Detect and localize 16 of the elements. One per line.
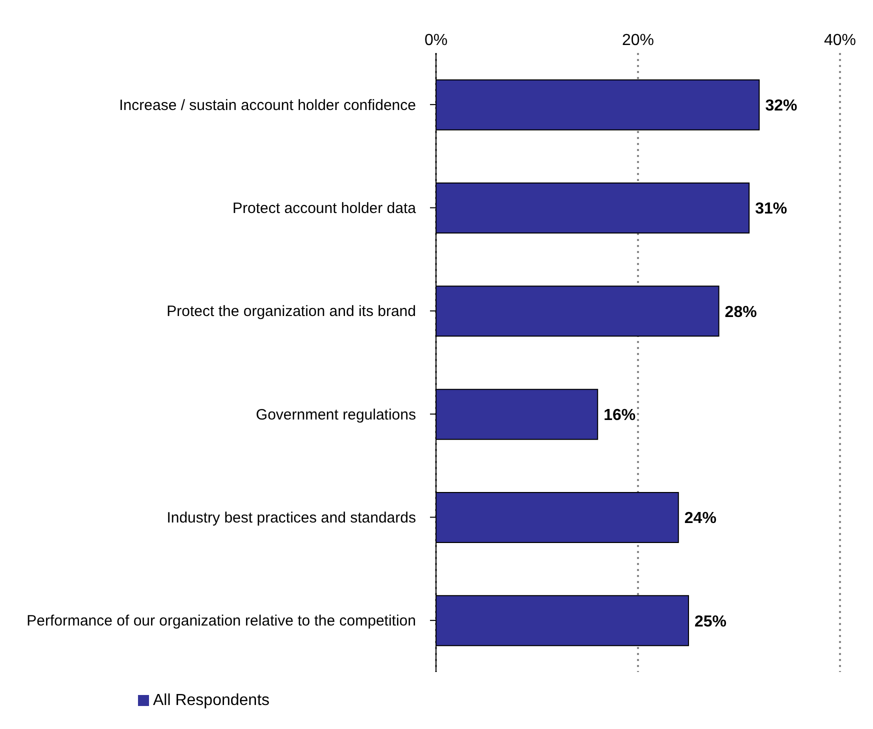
y-tick-label: Government regulations bbox=[256, 406, 416, 424]
data-label: 32% bbox=[765, 97, 798, 114]
data-label: 24% bbox=[684, 510, 716, 528]
y-tick-label: Increase / sustain account holder confidence bbox=[119, 96, 416, 114]
y-tick-label: Industry best practices and standards bbox=[166, 510, 416, 526]
data-label: 25% bbox=[694, 613, 727, 630]
data-label: 28% bbox=[724, 304, 757, 321]
legend-label: All Respondents bbox=[153, 692, 270, 709]
y-tick-label: Protect account holder data bbox=[232, 200, 417, 217]
data-label: 16% bbox=[604, 406, 636, 424]
data-label: 31% bbox=[755, 200, 788, 218]
x-tick-label: 40% bbox=[824, 32, 856, 49]
y-tick-label: Protect the organization and its brand bbox=[166, 303, 416, 320]
x-tick-label: 20% bbox=[622, 32, 654, 49]
x-tick-label: 0% bbox=[424, 32, 448, 49]
y-tick-label: Performance of our organization relative to the competition bbox=[26, 612, 416, 630]
